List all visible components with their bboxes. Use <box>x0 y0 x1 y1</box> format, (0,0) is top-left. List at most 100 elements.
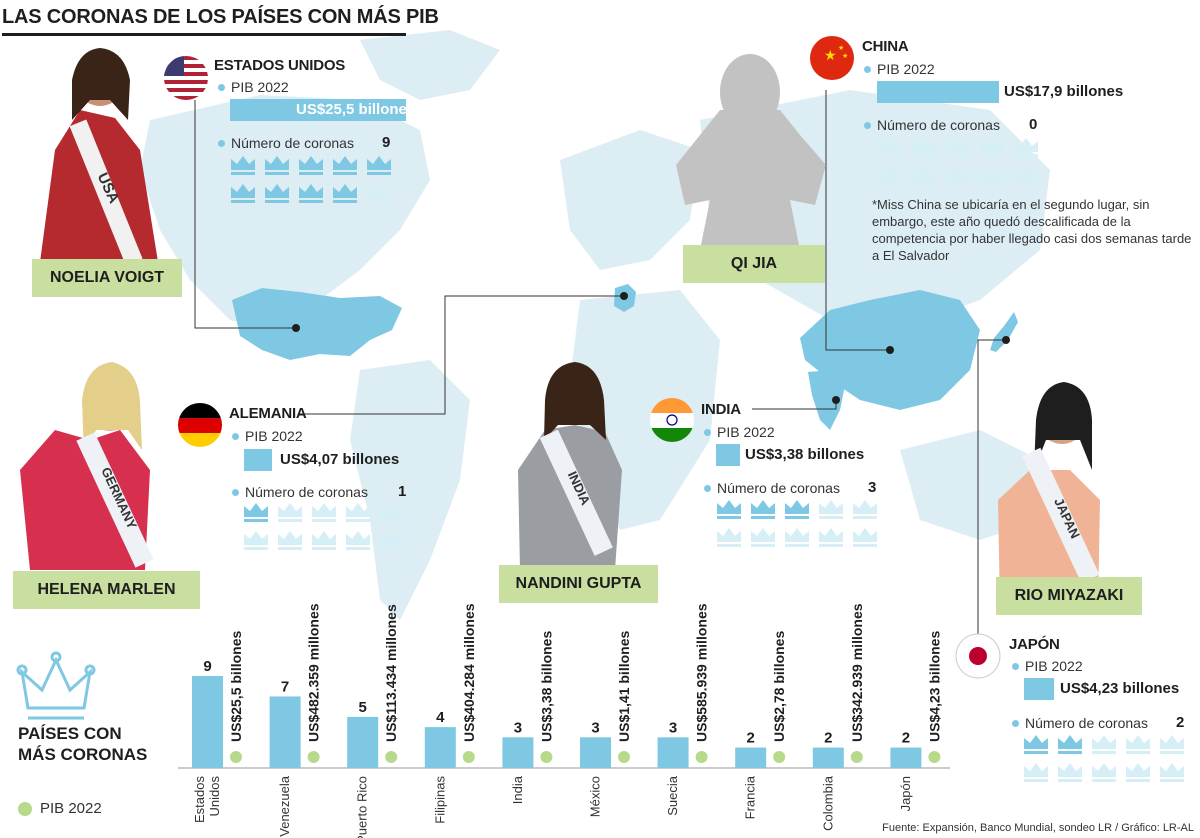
china-coronas-count: 0 <box>1029 116 1038 133</box>
legend-pib: PIB 2022 <box>18 800 102 817</box>
crown-empty-icon <box>244 531 268 550</box>
japan-crowns <box>1024 735 1184 782</box>
bar-value-label: 3 <box>669 719 677 736</box>
crown-empty-icon <box>819 500 843 519</box>
germany-connector <box>300 295 624 415</box>
svg-text:★: ★ <box>838 44 844 52</box>
crown-filled-icon <box>333 156 357 175</box>
pib-label: US$585.939 millones <box>694 603 710 742</box>
india-portrait: INDIA <box>518 362 622 570</box>
crown-empty-icon <box>853 500 877 519</box>
india-map-shape <box>808 370 845 430</box>
japan-country-name: JAPÓN <box>1009 636 1060 653</box>
category-label: México <box>588 776 603 817</box>
crown-empty-icon <box>878 166 902 185</box>
crown-empty-icon <box>380 531 404 550</box>
crown-empty-icon <box>1092 763 1116 782</box>
crown-empty-icon <box>367 184 391 203</box>
crown-empty-icon <box>346 531 370 550</box>
bar-8 <box>735 747 767 768</box>
connector-lines <box>194 90 1006 640</box>
crown-empty-icon <box>912 166 936 185</box>
pib-dot <box>618 751 630 763</box>
pib-label: US$25,5 billones <box>228 631 244 742</box>
crown-filled-icon <box>299 184 323 203</box>
category-label: Suecia <box>665 775 680 816</box>
usa-coronas-label: Número de coronas <box>218 135 354 151</box>
crown-empty-icon <box>1014 138 1038 157</box>
bar-value-label: 3 <box>591 719 599 736</box>
pib-dot <box>540 751 553 763</box>
crown-filled-icon <box>265 184 289 203</box>
germany-country-name: ALEMANIA <box>229 405 307 422</box>
china-crowns <box>878 138 1038 185</box>
bar-6 <box>580 737 611 768</box>
category-label: Filipinas <box>432 776 447 824</box>
usa-flag-icon <box>164 56 208 100</box>
pib-dot <box>773 751 786 763</box>
crown-empty-icon <box>751 528 775 547</box>
germany-dot <box>620 292 628 300</box>
bar-1 <box>192 676 223 768</box>
bar-10 <box>890 747 922 768</box>
japan-coronas-count: 2 <box>1176 714 1185 731</box>
china-note: *Miss China se ubicaría en el segundo lu… <box>872 197 1192 263</box>
pib-dot <box>928 751 941 763</box>
crown-empty-icon <box>1126 763 1150 782</box>
germany-miss-name: HELENA MARLEN <box>13 571 200 609</box>
china-connector <box>825 90 890 351</box>
crown-empty-icon <box>717 528 741 547</box>
pib-dot <box>307 751 320 763</box>
crown-empty-icon <box>980 166 1004 185</box>
svg-text:★: ★ <box>824 47 837 63</box>
usa-portrait: USA <box>40 48 158 266</box>
usa-crowns <box>231 156 391 203</box>
india-flag-icon <box>650 398 694 442</box>
crown-filled-icon <box>717 500 741 519</box>
category-label: Colombia <box>820 775 835 831</box>
bar-2 <box>269 696 301 768</box>
pib-label: US$1,41 billones <box>616 631 632 742</box>
india-pib-bar <box>716 444 740 466</box>
pib-label: US$404.284 millones <box>461 603 477 742</box>
crown-empty-icon <box>878 138 902 157</box>
bar-7 <box>657 737 689 768</box>
china-pib-bar <box>877 81 999 103</box>
crown-empty-icon <box>278 503 302 522</box>
japan-dot <box>1002 336 1010 344</box>
usa-coronas-count: 9 <box>382 134 391 151</box>
china-pib-value: US$17,9 billones <box>1004 83 1124 100</box>
germany-coronas-count: 1 <box>398 483 407 500</box>
germany-crowns <box>244 503 404 550</box>
crown-filled-icon <box>231 184 255 203</box>
crown-empty-icon <box>1014 166 1038 185</box>
crown-empty-icon <box>312 503 336 522</box>
crown-empty-icon <box>819 528 843 547</box>
crown-empty-icon <box>380 503 404 522</box>
crown-filled-icon <box>231 156 255 175</box>
usa-connector <box>194 100 296 329</box>
germany-portrait: GERMANY <box>20 362 154 570</box>
india-pib-label: PIB 2022 <box>704 424 775 440</box>
china-coronas-label: Número de coronas <box>864 117 1000 133</box>
pib-dot <box>850 751 863 763</box>
pib-label: US$482.359 millones <box>306 603 322 742</box>
bar-3 <box>347 716 379 768</box>
crown-empty-icon <box>980 138 1004 157</box>
india-country-name: INDIA <box>701 401 741 418</box>
crown-filled-icon <box>1024 735 1048 754</box>
crown-filled-icon <box>1058 735 1082 754</box>
pib-label: US$3,38 billones <box>538 631 554 742</box>
source-note: Fuente: Expansión, Banco Mundial, sondeo… <box>882 822 1194 834</box>
japan-pib-value: US$4,23 billones <box>1060 680 1180 697</box>
crown-empty-icon <box>1092 735 1116 754</box>
usa-country-name: ESTADOS UNIDOS <box>214 57 346 74</box>
bar-chart: 9 US$25,5 billones Estados Unidos 7 US$482.35… <box>178 603 950 838</box>
usa-map-shape <box>232 288 402 360</box>
crown-empty-icon <box>346 503 370 522</box>
category-label: Unidos <box>207 776 222 817</box>
china-flag-icon: ★ ★ ★ <box>810 36 854 80</box>
crown-filled-icon <box>367 156 391 175</box>
bar-value-label: 2 <box>747 730 755 747</box>
